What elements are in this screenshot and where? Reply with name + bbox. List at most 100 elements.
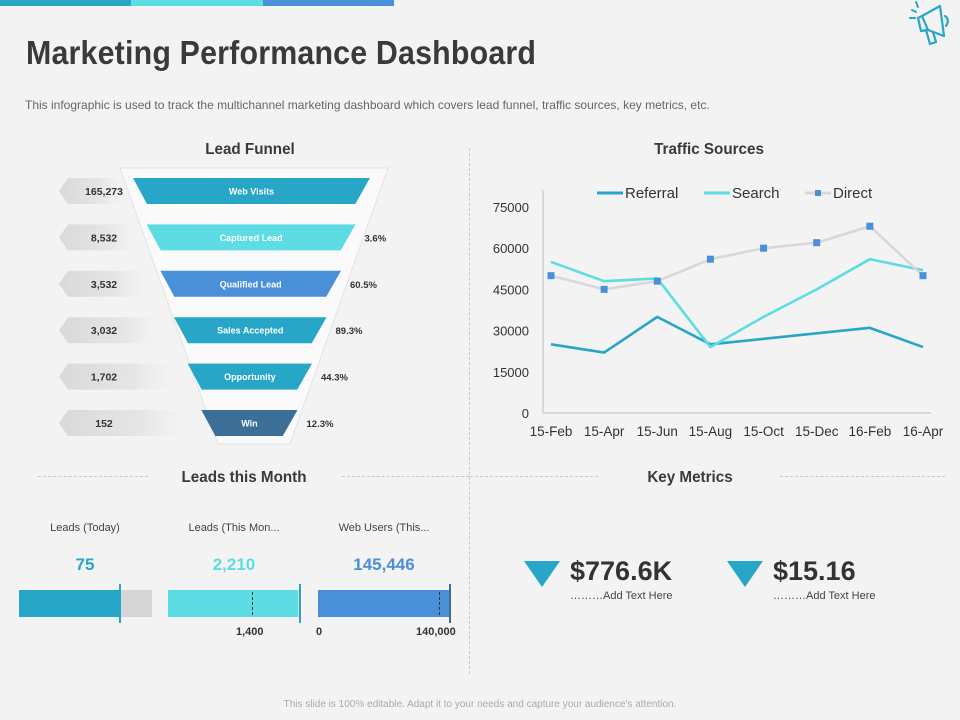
- divider-left-b: [342, 476, 469, 477]
- series-point-direct: [653, 277, 661, 285]
- key-metric-2-value: $15.16: [773, 556, 856, 586]
- y-tick-label: 15000: [493, 365, 529, 380]
- megaphone-icon: [909, 1, 949, 46]
- series-point-direct: [547, 272, 555, 280]
- accent-segment-teal: [0, 0, 132, 6]
- kpi-bar-leads-today: [19, 584, 152, 623]
- kpi-value-leads-month: 2,210: [212, 555, 256, 574]
- funnel-pct-sales-accepted: 89.3%: [336, 326, 363, 337]
- x-tick-label: 16-Feb: [848, 424, 891, 439]
- kpi-value-web-users: 145,446: [353, 555, 415, 574]
- traffic-chart: 0 15000 30000 45000 60000 75000 15-Feb 15-Apr 15…: [493, 185, 944, 439]
- y-tick-label: 75000: [493, 200, 529, 215]
- x-tick-label: 15-Oct: [743, 424, 784, 439]
- funnel-tag-win: [59, 410, 198, 436]
- divider-right-b: [780, 476, 945, 477]
- funnel-tag-sales-accepted: [59, 317, 170, 344]
- kpi-value-leads-today: 75: [75, 555, 95, 574]
- funnel-tag-web-visits: [59, 178, 129, 204]
- kpi-fill-leads-today: [19, 590, 122, 617]
- vertical-divider: [469, 148, 470, 674]
- series-point-direct: [706, 255, 714, 263]
- lead-funnel: 165,273 Web Visits 8,532 Captured Lead 3.6% 3…: [59, 167, 389, 445]
- footer-note: This slide is 100% editable. Adapt it to…: [283, 699, 677, 710]
- accent-segment-blue: [262, 0, 394, 6]
- x-tick-label: 15-Aug: [689, 424, 733, 439]
- y-tick-label: 0: [522, 406, 529, 421]
- x-tick-label: 15-Dec: [795, 424, 839, 439]
- kpi-target-web-users: [439, 592, 440, 615]
- series-line-direct: [550, 224, 924, 291]
- lead-funnel-title: Lead Funnel: [205, 141, 295, 158]
- y-tick-label: 45000: [493, 282, 529, 297]
- kpi-bar-web-users: [318, 584, 451, 623]
- funnel-count-opportunity: 1,702: [91, 372, 117, 384]
- kpi-target-label-leads-month: 1,400: [236, 626, 264, 638]
- funnel-count-sales-accepted: 3,032: [91, 325, 117, 337]
- key-metric-1-value: $776.6K: [570, 556, 673, 586]
- y-tick-label: 60000: [493, 241, 529, 256]
- series-point-direct: [600, 285, 608, 293]
- triangle-down-icon: [727, 561, 763, 587]
- funnel-label-opportunity: Opportunity: [224, 372, 276, 382]
- page-title: Marketing Performance Dashboard: [26, 34, 537, 71]
- kpi-label-leads-today: Leads (Today): [50, 522, 120, 534]
- funnel-pct-qualified-lead: 60.5%: [350, 280, 377, 291]
- funnel-count-web-visits: 165,273: [85, 186, 123, 198]
- funnel-bar-qualified-lead: [160, 270, 341, 297]
- traffic-sources-title: Traffic Sources: [654, 141, 764, 158]
- key-metrics-title: Key Metrics: [647, 469, 733, 486]
- funnel-outline: [119, 167, 389, 445]
- funnel-pct-opportunity: 44.3%: [321, 373, 348, 384]
- funnel-count-captured-lead: 8,532: [91, 232, 117, 244]
- funnel-pct-captured-lead: 3.6%: [365, 233, 387, 244]
- kpi-fill-web-users: [318, 590, 450, 617]
- kpi-label-leads-month: Leads (This Mon...: [188, 522, 280, 534]
- legend-label-search: Search: [732, 185, 780, 202]
- series-line-search: [550, 257, 924, 349]
- series-line-referral: [550, 315, 924, 354]
- funnel-bar-win: [201, 410, 298, 436]
- kpi-marker-leads-today: [119, 584, 121, 623]
- legend-label-referral: Referral: [625, 185, 678, 202]
- kpi-target-leads-month: [252, 592, 253, 615]
- key-metric-2-label: ………Add Text Here: [773, 590, 876, 602]
- page-subtitle: This infographic is used to track the mu…: [25, 98, 710, 112]
- funnel-count-win: 152: [95, 418, 113, 430]
- divider-right-a: [470, 476, 598, 477]
- x-tick-label: 15-Feb: [530, 424, 573, 439]
- triangle-down-icon: [524, 561, 560, 587]
- funnel-label-captured-lead: Captured Lead: [220, 233, 283, 243]
- series-point-direct: [919, 272, 927, 280]
- funnel-bar-opportunity: [187, 363, 312, 390]
- funnel-tag-captured-lead: [59, 224, 143, 251]
- legend-label-direct: Direct: [833, 185, 873, 202]
- funnel-label-qualified-lead: Qualified Lead: [220, 279, 282, 289]
- funnel-tag-opportunity: [59, 363, 184, 390]
- funnel-tag-qualified-lead: [59, 270, 157, 297]
- x-tick-label: 15-Jun: [637, 424, 678, 439]
- series-point-direct: [813, 239, 821, 247]
- kpi-bar-leads-month: [168, 584, 301, 623]
- funnel-label-web-visits: Web Visits: [229, 187, 274, 197]
- series-point-direct: [760, 244, 768, 252]
- key-metric-1-label: ………Add Text Here: [570, 590, 673, 602]
- kpi-marker-web-users: [449, 584, 451, 623]
- kpi-marker-leads-month: [299, 584, 301, 623]
- funnel-label-win: Win: [241, 419, 257, 429]
- kpi-fill-leads-month: [168, 590, 299, 617]
- accent-segment-cyan: [131, 0, 263, 6]
- legend-marker-direct: [815, 190, 821, 196]
- divider-left-a: [38, 476, 148, 477]
- top-accent-bar: [0, 0, 394, 6]
- funnel-pct-win: 12.3%: [307, 419, 334, 430]
- leads-month-title: Leads this Month: [181, 469, 307, 486]
- kpi-min-label-web-users: 0: [316, 626, 323, 638]
- funnel-bar-captured-lead: [146, 224, 356, 251]
- kpi-target-label-web-users: 140,000: [416, 626, 456, 638]
- kpi-label-web-users: Web Users (This...: [338, 522, 430, 534]
- x-tick-label: 15-Apr: [584, 424, 625, 439]
- funnel-count-qualified-lead: 3,532: [91, 279, 117, 291]
- series-point-direct: [866, 222, 874, 230]
- funnel-bar-sales-accepted: [174, 317, 327, 344]
